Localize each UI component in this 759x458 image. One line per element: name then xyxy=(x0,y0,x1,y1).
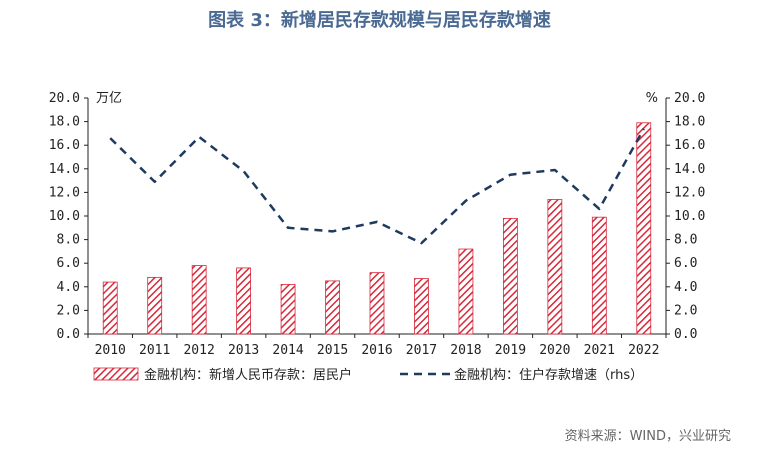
legend-line-label: 金融机构：住户存款增速（rhs） xyxy=(454,367,643,383)
right-tick-label: 0.0 xyxy=(674,327,697,342)
left-tick-label: 4.0 xyxy=(57,280,80,295)
right-axis-unit: % xyxy=(646,91,658,106)
axis-labels: 0.0 2.0 4.0 6.0 8.0 10.0 12.0 14.0 16.0 18.0 20.0 0… xyxy=(49,91,706,358)
bar xyxy=(280,284,296,335)
bar xyxy=(102,281,118,335)
source-note: 资料来源：WIND，兴业研究 xyxy=(564,429,731,444)
right-tick-label: 4.0 xyxy=(674,280,697,295)
bar-series xyxy=(102,122,652,335)
bar xyxy=(191,265,207,335)
x-tick-label: 2020 xyxy=(539,343,570,358)
bar xyxy=(458,248,474,335)
x-tick-label: 2014 xyxy=(272,343,303,358)
legend: 金融机构：新增人民币存款：居民户 金融机构：住户存款增速（rhs） xyxy=(93,367,643,383)
left-tick-label: 16.0 xyxy=(49,138,80,153)
bar xyxy=(325,280,340,335)
growth-line xyxy=(109,128,645,245)
left-tick-label: 6.0 xyxy=(57,256,80,271)
line-series xyxy=(109,128,645,245)
x-tick-label: 2013 xyxy=(228,343,259,358)
x-tick-label: 2015 xyxy=(317,343,348,358)
left-tick-label: 10.0 xyxy=(49,209,80,224)
right-tick-label: 16.0 xyxy=(674,138,705,153)
x-tick-label: 2022 xyxy=(628,343,659,358)
legend-bar-swatch xyxy=(93,367,139,381)
bar xyxy=(502,217,518,335)
x-tick-label: 2017 xyxy=(406,343,437,358)
left-tick-label: 2.0 xyxy=(57,303,80,318)
bar xyxy=(236,267,252,335)
bar xyxy=(147,276,163,335)
x-tick-label: 2018 xyxy=(450,343,481,358)
x-tick-label: 2021 xyxy=(584,343,615,358)
right-tick-label: 6.0 xyxy=(674,256,697,271)
right-tick-label: 8.0 xyxy=(674,233,697,248)
chart-title: 图表 3：新增居民存款规模与居民存款增速 xyxy=(208,10,551,31)
bar xyxy=(636,122,652,335)
right-tick-label: 18.0 xyxy=(674,115,705,130)
x-tick-label: 2011 xyxy=(139,343,170,358)
right-tick-label: 10.0 xyxy=(674,209,705,224)
x-tick-label: 2016 xyxy=(361,343,392,358)
left-tick-label: 18.0 xyxy=(49,115,80,130)
left-tick-label: 20.0 xyxy=(49,91,80,106)
left-tick-label: 12.0 xyxy=(49,185,80,200)
legend-bar-label: 金融机构：新增人民币存款：居民户 xyxy=(144,367,352,383)
right-tick-label: 20.0 xyxy=(674,91,705,106)
x-tick-label: 2012 xyxy=(183,343,214,358)
right-tick-label: 14.0 xyxy=(674,162,705,177)
right-tick-label: 12.0 xyxy=(674,185,705,200)
left-tick-label: 0.0 xyxy=(57,327,80,342)
bar xyxy=(414,278,429,335)
bar xyxy=(369,272,385,335)
left-tick-label: 14.0 xyxy=(49,162,80,177)
left-tick-label: 8.0 xyxy=(57,233,80,248)
x-tick-label: 2019 xyxy=(495,343,526,358)
bar xyxy=(547,199,563,335)
x-tick-label: 2010 xyxy=(95,343,126,358)
left-axis-unit: 万亿 xyxy=(96,91,122,106)
right-tick-label: 2.0 xyxy=(674,303,697,318)
bar xyxy=(591,216,607,335)
